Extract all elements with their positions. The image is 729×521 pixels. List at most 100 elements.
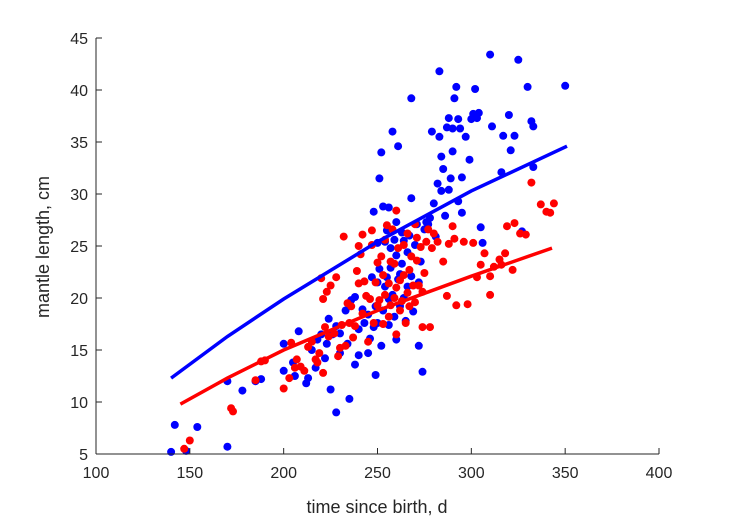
data-point — [442, 291, 451, 300]
data-point — [292, 355, 301, 364]
data-point — [478, 238, 487, 247]
data-point — [349, 333, 358, 342]
data-point — [390, 235, 399, 244]
data-point — [426, 323, 434, 332]
data-point — [476, 260, 485, 269]
data-point — [279, 366, 288, 375]
data-point — [351, 293, 359, 301]
data-point — [427, 127, 436, 136]
data-point — [392, 330, 401, 339]
data-point — [446, 174, 455, 183]
data-point — [420, 269, 429, 277]
x-tick-label: 150 — [176, 465, 203, 482]
data-point — [185, 436, 194, 445]
data-point — [373, 258, 382, 267]
x-tick-label: 300 — [458, 465, 485, 482]
data-point — [401, 319, 410, 327]
data-point — [427, 244, 436, 253]
data-point — [399, 241, 408, 249]
data-point — [437, 152, 446, 161]
data-point — [351, 322, 359, 331]
data-point — [429, 229, 438, 238]
data-point — [386, 244, 395, 253]
y-axis: 5 10 15 20 25 30 35 40 45 — [70, 31, 102, 464]
data-point — [503, 222, 511, 231]
data-point — [377, 341, 386, 350]
data-point — [364, 349, 373, 358]
data-point — [193, 423, 202, 431]
data-point — [465, 155, 474, 164]
data-point — [369, 319, 378, 327]
data-point — [414, 341, 423, 350]
data-point — [388, 127, 397, 136]
data-point — [444, 114, 453, 123]
data-point — [561, 81, 570, 90]
data-point — [304, 374, 313, 383]
data-point — [433, 237, 442, 246]
data-point — [536, 200, 545, 209]
data-point — [369, 207, 378, 216]
data-point — [379, 271, 388, 280]
y-axis-label: mantle length, cm — [33, 176, 53, 318]
data-point — [439, 257, 448, 266]
data-point — [439, 165, 448, 173]
data-point — [354, 242, 363, 250]
data-point — [463, 300, 472, 309]
data-point — [229, 407, 237, 416]
data-point — [321, 354, 329, 363]
data-point — [354, 351, 363, 360]
data-point — [392, 283, 401, 292]
data-point — [396, 306, 404, 315]
data-point — [364, 337, 373, 346]
data-point — [448, 147, 457, 156]
y-tick-label: 5 — [79, 447, 88, 464]
data-point — [397, 259, 406, 268]
data-point — [454, 115, 463, 124]
data-point — [392, 218, 401, 227]
data-point — [514, 55, 523, 64]
data-point — [399, 271, 408, 280]
data-point — [403, 288, 412, 297]
data-point — [486, 272, 495, 281]
data-point — [332, 273, 341, 282]
data-point — [416, 243, 425, 251]
x-tick-label: 100 — [83, 465, 110, 482]
data-point — [358, 230, 367, 239]
data-point — [521, 230, 530, 239]
data-point — [461, 132, 470, 141]
data-point — [444, 185, 453, 194]
data-point — [527, 178, 536, 187]
data-point — [488, 122, 496, 131]
data-point — [341, 306, 350, 315]
data-point — [510, 131, 519, 140]
y-tick-label: 30 — [70, 187, 88, 204]
data-point — [435, 132, 444, 141]
data-point — [405, 265, 414, 274]
data-point — [435, 67, 444, 76]
x-tick-label: 200 — [270, 465, 297, 482]
data-point — [371, 371, 380, 379]
data-point — [510, 219, 519, 228]
data-point — [412, 233, 421, 242]
data-point — [238, 386, 247, 395]
data-point — [341, 341, 350, 350]
data-point — [352, 267, 361, 275]
fit-line-1 — [170, 144, 568, 380]
data-point — [279, 339, 288, 348]
data-point — [448, 124, 457, 133]
data-point — [375, 296, 384, 305]
y-tick-label: 25 — [70, 239, 88, 256]
data-point — [319, 295, 328, 303]
data-point — [448, 222, 457, 231]
data-point — [407, 194, 416, 203]
data-point — [375, 264, 384, 273]
fit-line-2 — [179, 246, 553, 406]
data-point — [180, 444, 189, 453]
data-point — [433, 179, 442, 188]
data-point — [319, 368, 328, 377]
data-point — [441, 211, 450, 220]
data-point — [504, 111, 513, 119]
data-point — [382, 221, 391, 230]
data-point — [371, 278, 380, 287]
